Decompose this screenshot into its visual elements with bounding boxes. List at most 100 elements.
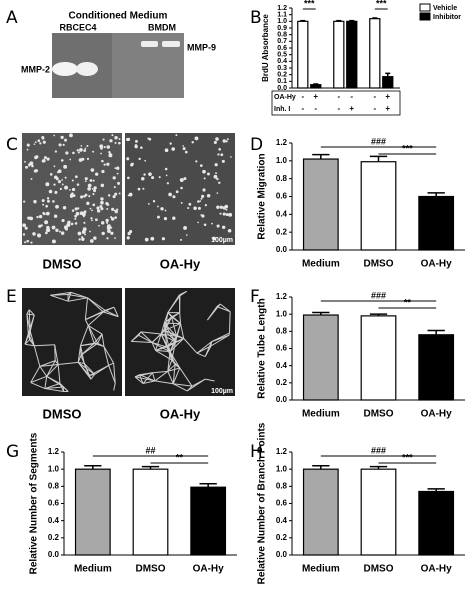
tube	[87, 325, 95, 344]
cell	[30, 241, 33, 244]
cell	[161, 237, 166, 241]
tube	[134, 376, 144, 384]
panel-label: F	[250, 287, 260, 307]
cell	[164, 209, 167, 212]
bar	[418, 195, 455, 251]
cell	[114, 210, 118, 214]
tube	[77, 361, 95, 375]
cell	[118, 138, 121, 140]
tube	[24, 343, 35, 347]
cell	[222, 212, 226, 216]
tube	[151, 342, 171, 353]
y-tick-label: 0.4	[276, 209, 288, 218]
tube	[84, 297, 88, 320]
bar	[418, 334, 455, 401]
tube	[46, 364, 59, 377]
cell	[26, 239, 30, 243]
cell	[38, 214, 43, 219]
cell	[194, 136, 199, 141]
gel-band	[162, 41, 180, 47]
y-tick-label: 0.6	[276, 499, 288, 508]
cell	[45, 182, 50, 187]
cell	[46, 199, 50, 203]
cell	[22, 233, 26, 236]
cell	[74, 222, 78, 225]
cell	[41, 199, 45, 203]
cell	[216, 224, 220, 228]
cell	[221, 225, 226, 229]
cell	[103, 163, 106, 166]
tube	[63, 386, 69, 392]
cell	[183, 226, 187, 230]
legend-swatch	[419, 12, 431, 21]
image-label: DMSO	[43, 256, 82, 271]
panel-label: H	[250, 442, 263, 462]
cell	[100, 200, 104, 205]
cell	[148, 137, 152, 141]
cell	[42, 203, 45, 206]
cell	[219, 205, 223, 209]
y-tick-label: 0.2	[276, 378, 288, 387]
tube	[138, 334, 153, 343]
cell	[45, 211, 50, 216]
cell	[27, 216, 30, 220]
cell	[74, 217, 77, 220]
cell	[42, 140, 46, 144]
y-axis-label: Relative Migration	[257, 153, 268, 239]
tube	[80, 345, 85, 364]
y-tick-label: 0.9	[277, 25, 287, 32]
tube	[94, 365, 109, 375]
tube	[167, 295, 181, 313]
cell	[138, 157, 141, 161]
tube	[87, 325, 99, 344]
tube	[155, 349, 171, 353]
cell	[41, 136, 45, 140]
cell	[74, 175, 78, 179]
tube	[164, 323, 181, 331]
cell	[26, 143, 30, 147]
cell	[33, 169, 37, 173]
cell	[147, 202, 150, 205]
cell	[53, 165, 56, 168]
y-tick-label: 0.0	[276, 550, 288, 559]
legend-label: Vehicle	[433, 5, 457, 12]
bar	[346, 20, 358, 89]
cell	[180, 186, 183, 190]
cell	[114, 141, 117, 144]
cell	[180, 201, 183, 204]
tube	[179, 367, 193, 387]
cell	[34, 155, 37, 159]
cell	[101, 159, 104, 163]
cell	[150, 236, 155, 241]
tube	[80, 342, 95, 356]
cell	[218, 181, 221, 184]
cell	[216, 205, 220, 209]
tube	[152, 372, 156, 382]
tube	[59, 383, 65, 392]
tube	[174, 364, 181, 369]
cell	[127, 194, 130, 197]
cell	[83, 194, 86, 198]
cell	[96, 209, 101, 213]
table-cell: -	[337, 104, 340, 113]
cell	[77, 151, 80, 154]
cell	[111, 134, 114, 137]
tube	[169, 351, 176, 365]
cell	[58, 230, 61, 233]
cell	[166, 182, 169, 185]
y-tick-label: 1.0	[276, 156, 288, 165]
cell	[100, 152, 102, 155]
tube	[216, 306, 231, 313]
cell	[116, 172, 119, 175]
cell	[37, 139, 41, 143]
bar	[360, 161, 397, 251]
cell	[112, 176, 116, 180]
cell	[60, 135, 64, 139]
cell	[45, 204, 48, 208]
micrograph-e	[22, 288, 235, 396]
y-tick-label: 1.2	[48, 447, 60, 456]
cell	[110, 217, 115, 221]
cell	[221, 159, 225, 163]
tube	[228, 311, 231, 334]
cell	[114, 216, 117, 219]
